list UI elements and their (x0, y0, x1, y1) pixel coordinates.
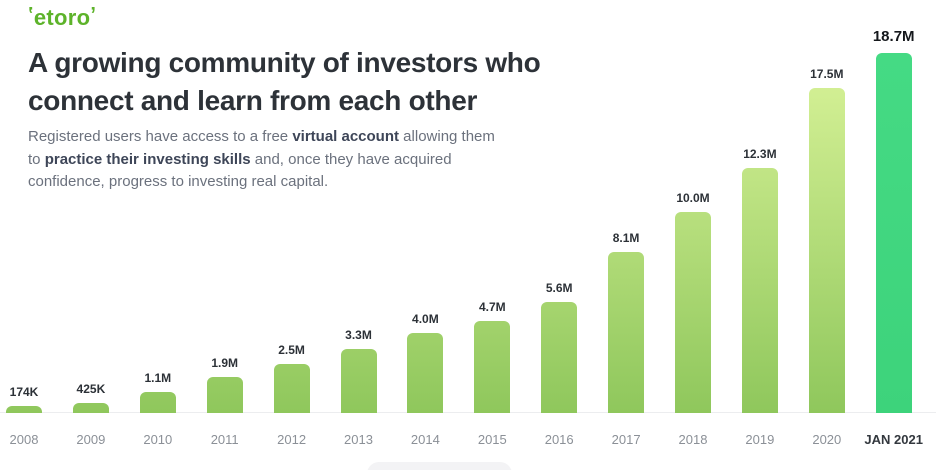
subtitle-text: to (28, 150, 45, 168)
x-axis-label: 2016 (544, 432, 574, 447)
x-axis-label: 2013 (344, 432, 373, 447)
page-title: A growing community of investors who con… (28, 44, 541, 120)
subtitle-text: allowing them (399, 128, 495, 145)
x-axis-label: 2011 (210, 432, 239, 447)
subtitle: Registered users have access to a free v… (28, 126, 528, 194)
bar-value-label: 4.7M (478, 300, 506, 314)
bar-value-label: 12.3M (743, 147, 777, 161)
bar-value-label: 1.1M (144, 371, 172, 385)
x-axis-label: 2015 (477, 432, 507, 447)
subtitle-line: to practice their investing skills and, … (28, 149, 528, 172)
bar-value-label: 425K (76, 382, 106, 396)
subtitle-bold-text: practice their investing skills (44, 150, 251, 168)
x-axis-label: 2010 (143, 432, 173, 447)
chart-bar (72, 403, 109, 413)
x-axis-label: JAN 2021 (864, 432, 923, 447)
logo-horn-left-icon: ‛ (28, 4, 34, 26)
x-axis-label: 2020 (812, 432, 842, 447)
bar-value-label: 174K (9, 385, 39, 399)
chart-bar (741, 168, 778, 413)
subtitle-text: Registered users have access to a free (28, 128, 293, 145)
bar-value-label: 5.6M (545, 281, 573, 295)
chart-bar (407, 333, 444, 413)
subtitle-text: confidence, progress to investing real c… (28, 173, 329, 190)
x-axis-label: 2008 (9, 432, 39, 447)
page-title-line-1: A growing community of investors who (28, 47, 541, 78)
bottom-sheet-edge (367, 462, 512, 470)
chart-bar (273, 364, 310, 413)
subtitle-bold-text: virtual account (292, 128, 400, 145)
chart-bar (340, 349, 377, 413)
chart-bar (206, 377, 243, 413)
bar-value-label: 3.3M (345, 328, 372, 342)
subtitle-text: and, once they have acquired (250, 150, 452, 168)
chart-bar (808, 88, 845, 413)
logo-text: etoro (33, 5, 91, 30)
x-axis-label: 2014 (410, 432, 440, 447)
chart-bar (608, 252, 645, 413)
chart-bar (474, 321, 511, 413)
chart-bar (675, 212, 711, 413)
x-axis-line (0, 412, 936, 413)
x-axis-label: 2009 (76, 432, 106, 447)
subtitle-line: Registered users have access to a free v… (28, 126, 528, 149)
x-axis-label: 2019 (745, 432, 775, 447)
chart-bar (875, 53, 912, 413)
page-title-line-2: connect and learn from each other (28, 85, 478, 116)
x-axis-label: 2012 (277, 432, 307, 447)
logo-horn-right-icon: ’ (90, 4, 97, 26)
bar-value-label: 4.0M (412, 312, 439, 326)
subtitle-line: confidence, progress to investing real c… (28, 171, 528, 194)
bar-value-label: 10.0M (676, 191, 710, 205)
bar-value-label: 8.1M (612, 231, 640, 245)
bar-value-label: 1.9M (211, 356, 239, 370)
etoro-logo: ‛etoro’ (28, 4, 97, 31)
bar-value-label: 18.7M (872, 28, 915, 45)
chart-bar (541, 302, 578, 413)
chart-bar (6, 406, 42, 413)
bar-value-label: 2.5M (278, 343, 305, 357)
x-axis-label: 2017 (611, 432, 641, 447)
bar-value-label: 17.5M (810, 67, 844, 81)
chart-bar (139, 392, 176, 413)
x-axis-label: 2018 (678, 432, 708, 447)
